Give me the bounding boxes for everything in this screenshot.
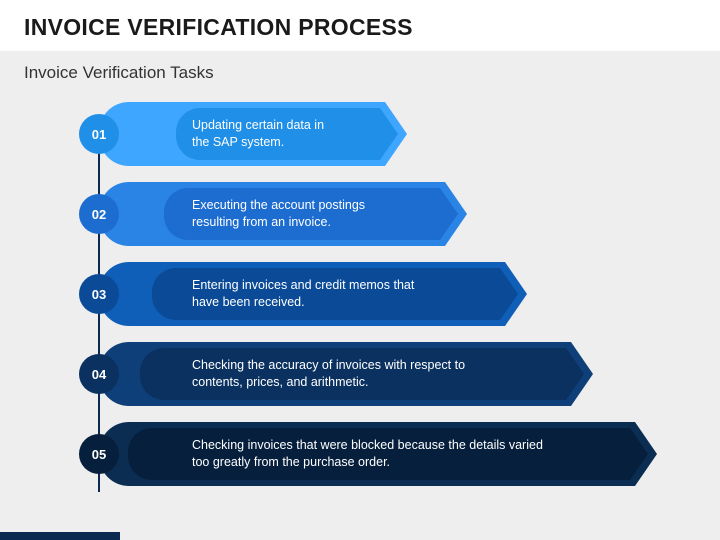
step-row-03: Entering invoices and credit memos that … <box>0 262 720 326</box>
step-number-badge: 02 <box>79 194 119 234</box>
step-row-01: Updating certain data in the SAP system.… <box>0 102 720 166</box>
header-bar: INVOICE VERIFICATION PROCESS <box>0 0 720 51</box>
step-number-badge: 01 <box>79 114 119 154</box>
step-description: Entering invoices and credit memos that … <box>192 262 462 326</box>
process-diagram: Updating certain data in the SAP system.… <box>0 102 720 512</box>
page-subtitle: Invoice Verification Tasks <box>0 51 720 83</box>
footer-accent-bar <box>0 532 120 540</box>
step-row-04: Checking the accuracy of invoices with r… <box>0 342 720 406</box>
step-number-badge: 05 <box>79 434 119 474</box>
step-row-05: Checking invoices that were blocked beca… <box>0 422 720 486</box>
step-description: Checking invoices that were blocked beca… <box>192 422 572 486</box>
step-number-badge: 03 <box>79 274 119 314</box>
step-description: Updating certain data in the SAP system. <box>192 102 362 166</box>
step-description: Executing the account postings resulting… <box>192 182 412 246</box>
step-row-02: Executing the account postings resulting… <box>0 182 720 246</box>
page-title: INVOICE VERIFICATION PROCESS <box>24 14 696 41</box>
step-number-badge: 04 <box>79 354 119 394</box>
step-description: Checking the accuracy of invoices with r… <box>192 342 522 406</box>
